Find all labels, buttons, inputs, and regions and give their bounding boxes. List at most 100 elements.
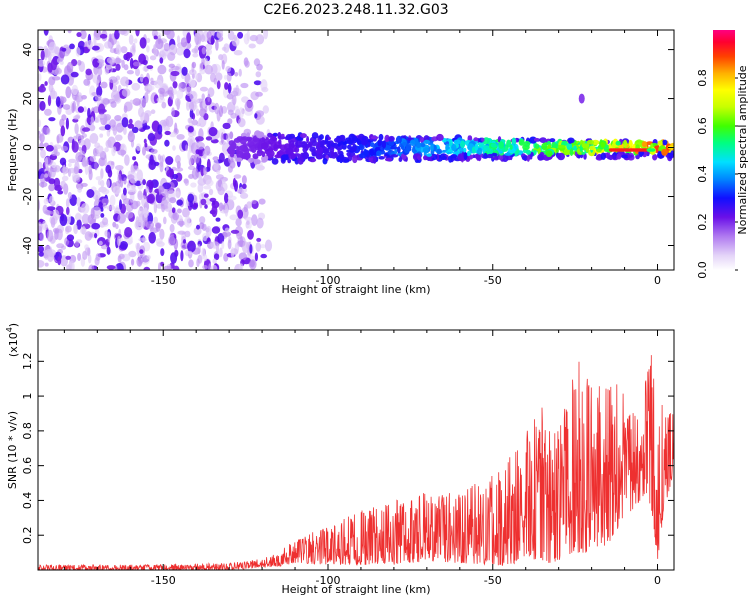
- noise-cell: [91, 222, 101, 230]
- noise-cell: [105, 164, 112, 174]
- band-cell: [322, 158, 328, 165]
- noise-cell: [131, 126, 139, 134]
- band-cell: [388, 140, 395, 146]
- noise-cell: [46, 229, 54, 242]
- noise-cell: [158, 87, 165, 95]
- noise-cell: [184, 178, 189, 186]
- noise-cell: [52, 209, 60, 221]
- noise-cell: [48, 41, 57, 53]
- noise-cell: [120, 46, 128, 54]
- noise-cell: [153, 161, 160, 166]
- band-cell: [537, 153, 544, 161]
- noise-cell: [71, 141, 79, 153]
- noise-cell: [123, 64, 129, 71]
- noise-cell: [227, 30, 235, 41]
- noise-cell: [148, 232, 156, 244]
- noise-cell: [104, 67, 110, 75]
- noise-cell: [240, 82, 249, 89]
- noise-cell: [121, 88, 131, 97]
- band-cell: [561, 140, 568, 146]
- noise-cell: [246, 220, 250, 225]
- noise-cell: [148, 159, 157, 171]
- band-cell: [349, 146, 356, 153]
- noise-cell: [146, 45, 150, 53]
- band-cell: [589, 145, 596, 151]
- noise-cell: [124, 227, 133, 238]
- band-cell: [615, 140, 621, 146]
- noise-cell: [94, 161, 98, 171]
- noise-cell: [227, 195, 237, 201]
- noise-cell: [224, 192, 229, 204]
- noise-cell: [97, 67, 103, 76]
- noise-cell: [149, 227, 159, 234]
- noise-cell: [217, 233, 225, 244]
- noise-cell: [101, 244, 108, 250]
- band-cell: [612, 154, 616, 159]
- noise-cell: [112, 125, 118, 136]
- noise-cell: [57, 190, 64, 195]
- band-cell: [486, 148, 494, 155]
- noise-cell: [153, 201, 158, 214]
- chart-title: C2E6.2023.248.11.32.G03: [263, 2, 448, 18]
- band-cell: [596, 154, 602, 159]
- noise-cell: [114, 30, 120, 40]
- noise-cell: [161, 205, 169, 210]
- noise-cell: [138, 237, 147, 242]
- noise-cell: [67, 30, 72, 34]
- noise-cell: [225, 65, 231, 73]
- noise-cell: [48, 178, 56, 185]
- noise-cell: [172, 212, 179, 221]
- band-cell: [267, 150, 275, 158]
- band-cell: [307, 143, 312, 148]
- noise-cell: [132, 42, 136, 53]
- noise-cell: [135, 143, 142, 151]
- noise-cell: [94, 256, 100, 266]
- noise-cell: [118, 253, 125, 259]
- band-cell: [426, 153, 432, 157]
- noise-cell: [158, 262, 161, 270]
- noise-cell: [255, 91, 263, 97]
- noise-cell: [172, 81, 178, 89]
- noise-cell: [254, 252, 258, 262]
- band-cell: [451, 144, 457, 152]
- noise-cell: [38, 260, 45, 268]
- snr-x-tick-label: 0: [654, 574, 661, 587]
- band-cell: [377, 139, 382, 146]
- noise-cell: [58, 50, 65, 62]
- noise-cell: [50, 217, 56, 228]
- noise-cell: [62, 164, 66, 176]
- noise-cell: [112, 185, 122, 195]
- band-cell: [394, 148, 398, 155]
- noise-cell: [77, 252, 82, 262]
- noise-cell: [229, 214, 238, 221]
- noise-cell: [233, 174, 242, 179]
- noise-cell: [42, 204, 48, 214]
- band-cell: [440, 155, 448, 160]
- band-cell: [662, 139, 668, 146]
- band-cell: [246, 132, 250, 138]
- noise-cell: [74, 123, 79, 135]
- noise-cell: [97, 59, 105, 64]
- noise-cell: [194, 32, 202, 45]
- noise-cell: [112, 146, 117, 153]
- noise-cell: [44, 157, 49, 169]
- spectrogram-y-tick-label: -40: [21, 237, 34, 255]
- noise-cell: [65, 117, 69, 130]
- band-cell: [396, 146, 401, 154]
- noise-cell: [38, 59, 46, 67]
- noise-cell: [153, 44, 157, 56]
- colorbar-tick-label: 0.0: [696, 261, 709, 279]
- noise-cell: [51, 161, 57, 169]
- noise-cell: [238, 252, 248, 261]
- noise-cell: [210, 241, 220, 249]
- snr-panel: -150 -100 -50 0 0.2 0.4 0.6 0.8 1 1.2 Height of s…: [5, 323, 675, 596]
- noise-cell: [108, 33, 112, 43]
- noise-cell: [159, 155, 164, 168]
- noise-cell: [98, 240, 103, 246]
- band-cell: [261, 151, 266, 158]
- band-cell: [586, 139, 595, 145]
- noise-cell: [123, 187, 127, 196]
- noise-cell: [215, 39, 219, 51]
- noise-cell: [230, 90, 239, 97]
- noise-cell: [246, 201, 252, 209]
